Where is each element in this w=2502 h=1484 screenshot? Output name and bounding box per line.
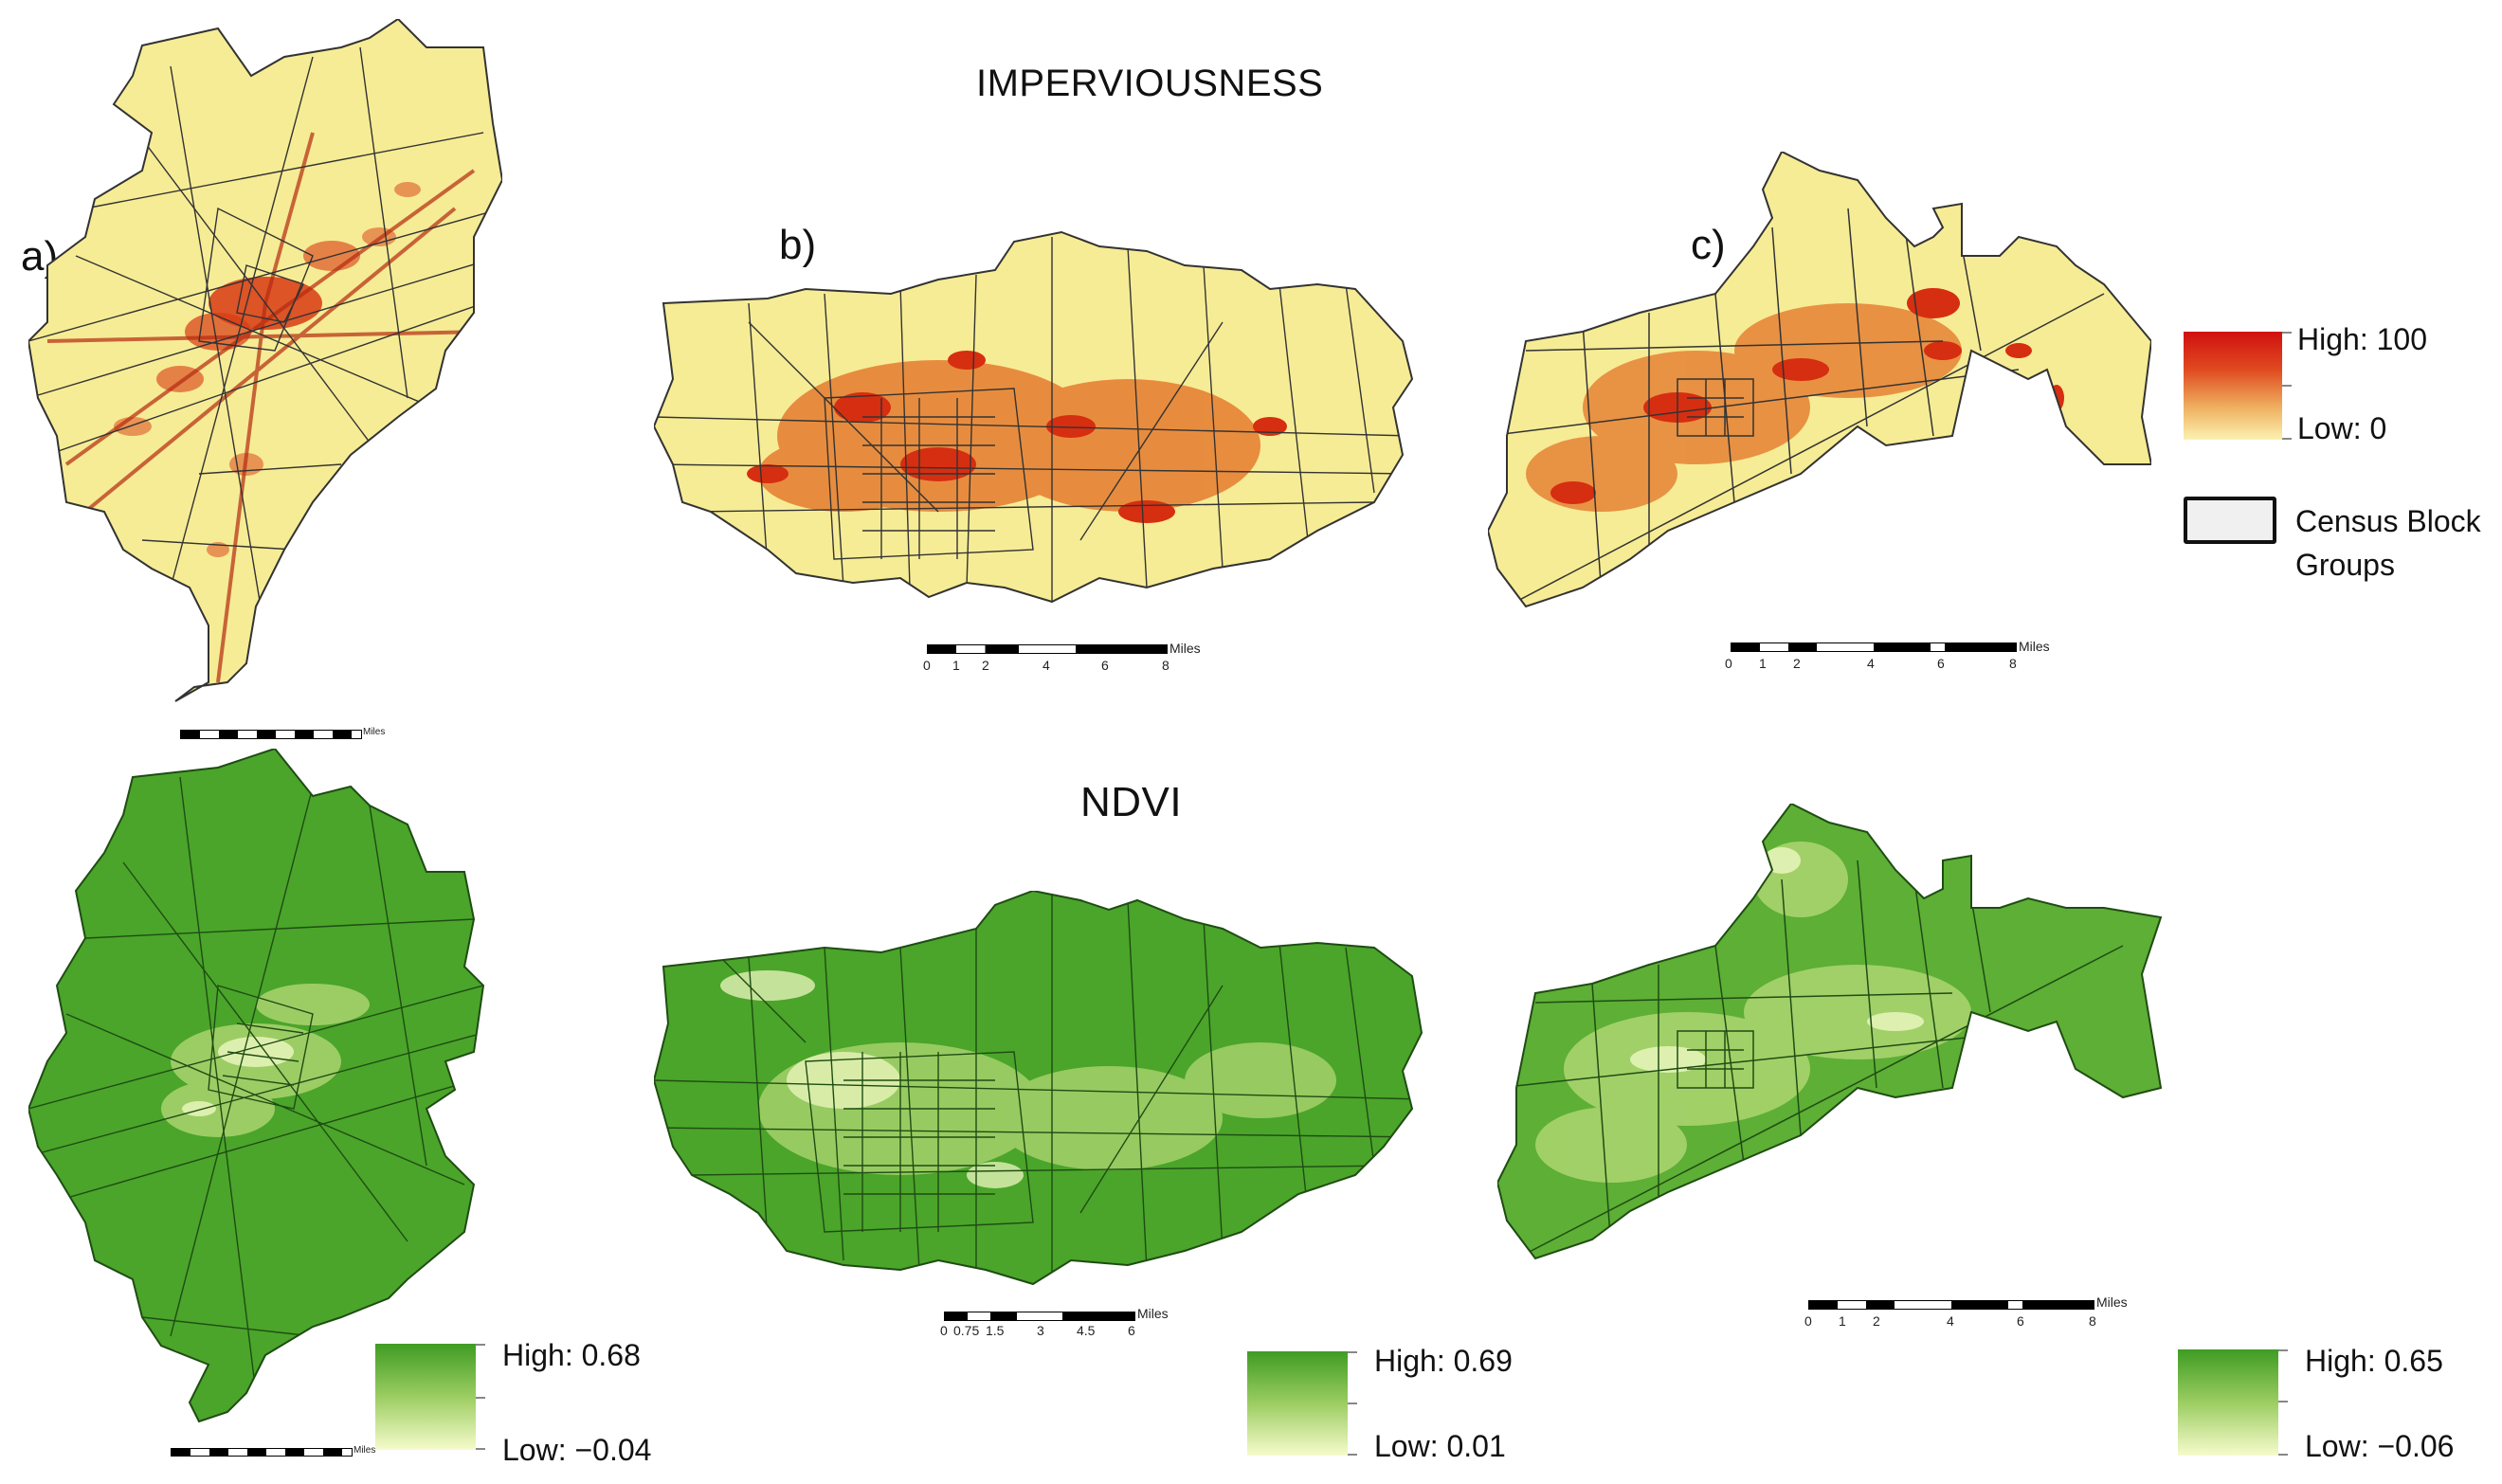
ndvi-legend-tick: [2278, 1401, 2288, 1403]
scale-bar-c-bottom: [1808, 1300, 2094, 1310]
ndvi-legend-tick: [476, 1397, 485, 1399]
scale-bar-c-top: [1731, 642, 2017, 652]
scale-tick-bn-2: 1.5: [986, 1323, 1005, 1338]
imperviousness-legend-tick: [2282, 438, 2292, 440]
scale-tick-cn-1: 1: [1839, 1313, 1846, 1329]
scale-tick-cn-4: 6: [2017, 1313, 2024, 1329]
scale-unit-a-top: Miles: [363, 727, 386, 737]
scale-bar-a-top: [180, 730, 362, 739]
scale-tick-c-2: 2: [1793, 656, 1801, 671]
imperviousness-legend-high: High: 100: [2297, 322, 2427, 356]
scale-tick-b-3: 4: [1042, 658, 1050, 673]
scale-unit-b-top: Miles: [1169, 641, 1201, 656]
panel-label-c: c): [1691, 222, 1726, 268]
scale-tick-bn-4: 4.5: [1077, 1323, 1096, 1338]
panel-label-b: b): [779, 222, 817, 268]
scale-bar-b-top: [927, 644, 1168, 654]
ndvi-gradient-swatch-a: [375, 1344, 476, 1450]
ndvi-legend-tick: [476, 1448, 485, 1450]
ndvi-gradient-swatch-c: [2178, 1349, 2278, 1456]
scale-unit-c-bottom: Miles: [2096, 1294, 2128, 1310]
scale-tick-bn-3: 3: [1037, 1323, 1044, 1338]
map-c-imperviousness: [1488, 152, 2151, 607]
scale-tick-c-4: 6: [1937, 656, 1945, 671]
census-block-groups-label-line1: Census Block: [2295, 504, 2481, 538]
scale-tick-c-3: 4: [1867, 656, 1875, 671]
ndvi-legend-tick: [1348, 1351, 1357, 1353]
ndvi-legend-b-high: High: 0.69: [1374, 1344, 1513, 1378]
scale-tick-bn-0: 0: [940, 1323, 948, 1338]
ndvi-legend-c-high: High: 0.65: [2305, 1344, 2443, 1378]
scale-tick-bn-5: 6: [1128, 1323, 1135, 1338]
scale-unit-b-bottom: Miles: [1137, 1306, 1169, 1321]
imperviousness-legend-tick: [2282, 332, 2292, 334]
scale-tick-b-1: 1: [952, 658, 960, 673]
ndvi-gradient-swatch-b: [1247, 1351, 1348, 1456]
census-block-groups-label-line2: Groups: [2295, 548, 2395, 582]
scale-tick-cn-2: 2: [1873, 1313, 1880, 1329]
scale-bar-a-bottom: [171, 1448, 353, 1457]
ndvi-legend-tick: [2278, 1454, 2288, 1456]
scale-tick-c-1: 1: [1759, 656, 1767, 671]
map-a-imperviousness: [28, 19, 502, 702]
scale-tick-c-5: 8: [2009, 656, 2017, 671]
map-c-ndvi: [1497, 804, 2162, 1259]
scale-tick-b-5: 8: [1162, 658, 1169, 673]
scale-tick-cn-3: 4: [1947, 1313, 1954, 1329]
scale-tick-cn-5: 8: [2089, 1313, 2096, 1329]
map-b-imperviousness: [654, 231, 1413, 603]
ndvi-legend-tick: [2278, 1349, 2288, 1351]
imperviousness-legend-low: Low: 0: [2297, 411, 2387, 445]
scale-tick-bn-1: 0.75: [953, 1323, 980, 1338]
imperviousness-gradient-swatch: [2184, 332, 2282, 440]
ndvi-legend-c-low: Low: −0.06: [2305, 1429, 2455, 1463]
ndvi-legend-a-low: Low: −0.04: [502, 1433, 652, 1467]
map-a-ndvi: [28, 749, 484, 1422]
ndvi-legend-tick: [476, 1344, 485, 1346]
ndvi-legend-tick: [1348, 1454, 1357, 1456]
map-b-ndvi: [654, 891, 1423, 1285]
imperviousness-title: IMPERVIOUSNESS: [976, 63, 1324, 104]
ndvi-legend-a-high: High: 0.68: [502, 1338, 641, 1372]
scale-tick-b-0: 0: [923, 658, 931, 673]
scale-tick-b-4: 6: [1101, 658, 1109, 673]
scale-unit-a-bottom: Miles: [354, 1445, 376, 1456]
scale-tick-b-2: 2: [982, 658, 989, 673]
census-block-groups-swatch: [2184, 497, 2276, 544]
ndvi-legend-b-low: Low: 0.01: [1374, 1429, 1506, 1463]
scale-unit-c-top: Miles: [2019, 639, 2050, 654]
ndvi-legend-tick: [1348, 1403, 1357, 1404]
scale-tick-cn-0: 0: [1804, 1313, 1812, 1329]
scale-bar-b-bottom: [944, 1312, 1135, 1321]
scale-tick-c-0: 0: [1725, 656, 1732, 671]
imperviousness-legend-tick: [2282, 385, 2292, 387]
ndvi-title: NDVI: [1080, 779, 1183, 825]
